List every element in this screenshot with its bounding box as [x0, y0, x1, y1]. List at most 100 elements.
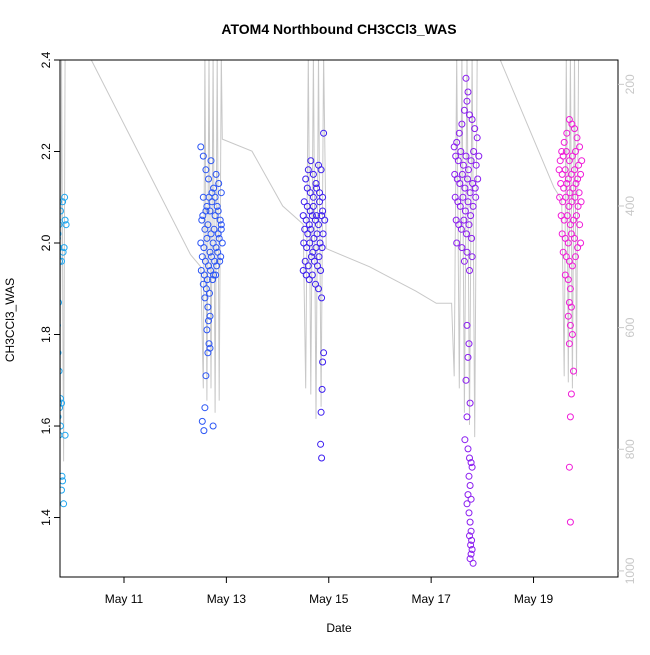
y2-tick-label: 200	[623, 74, 637, 94]
y2-tick-label: 600	[623, 317, 637, 337]
data-point	[217, 225, 225, 233]
data-point	[318, 244, 326, 252]
data-point	[60, 299, 62, 306]
data-point	[318, 294, 326, 302]
data-point	[453, 239, 461, 247]
data-point	[60, 257, 63, 265]
data-point	[468, 253, 476, 261]
data-point	[578, 157, 586, 165]
data-point	[468, 234, 476, 242]
data-point	[458, 120, 466, 128]
data-point	[308, 271, 316, 279]
data-point	[463, 321, 471, 329]
data-point	[562, 148, 570, 155]
data-point	[318, 385, 326, 393]
data-point	[469, 559, 477, 567]
data-point	[211, 193, 219, 201]
data-point	[213, 202, 221, 210]
data-point	[457, 148, 465, 155]
series-3	[299, 129, 329, 462]
axes-layer: 1.4 1.6 1.8 2.0 2.2 2.4 May 11 May 13 May 15 May …	[39, 51, 637, 606]
data-point	[464, 88, 472, 96]
data-point	[472, 161, 480, 169]
data-point	[456, 202, 464, 210]
data-point	[60, 268, 61, 273]
data-point	[468, 116, 476, 123]
data-point	[60, 414, 62, 420]
data-point	[473, 134, 481, 142]
data-point	[467, 541, 475, 549]
data-point	[205, 340, 213, 348]
data-point	[210, 225, 218, 233]
data-point	[200, 427, 208, 435]
data-point	[315, 221, 322, 229]
x-tick-label: May 15	[309, 592, 349, 606]
data-point	[53, 249, 59, 255]
data-point	[566, 321, 574, 329]
data-point	[463, 97, 471, 105]
data-point	[469, 202, 477, 210]
data-point	[464, 445, 472, 453]
data-point	[455, 129, 463, 137]
data-point	[572, 148, 579, 155]
data-point	[210, 271, 218, 279]
data-point	[567, 303, 575, 311]
data-point	[60, 431, 63, 439]
data-point	[558, 148, 566, 155]
data-point	[568, 262, 576, 270]
data-point	[318, 454, 326, 462]
x-axis-label: Date	[326, 621, 352, 635]
data-point	[205, 262, 212, 270]
data-point	[307, 157, 315, 165]
data-point	[60, 472, 66, 480]
data-point	[570, 367, 577, 375]
data-point	[573, 134, 581, 142]
data-point	[572, 180, 580, 187]
altitude-track-layer	[60, 60, 580, 462]
data-point	[217, 253, 225, 261]
y-tick-label: 1.8	[39, 326, 53, 343]
x-tick-label: May 11	[105, 592, 144, 606]
data-point	[60, 367, 63, 375]
data-point	[52, 263, 58, 269]
data-point	[204, 303, 212, 311]
series-2	[197, 143, 226, 435]
data-point	[571, 125, 578, 133]
data-point	[562, 193, 570, 201]
data-point	[60, 198, 62, 205]
data-point	[566, 518, 574, 526]
data-point	[60, 486, 65, 494]
data-point	[319, 230, 327, 238]
data-point	[198, 216, 206, 224]
data-point	[461, 436, 469, 444]
data-point	[313, 212, 320, 220]
data-point	[60, 399, 62, 407]
data-point	[202, 372, 210, 380]
data-point	[563, 212, 571, 220]
data-point	[453, 138, 461, 146]
data-point	[62, 221, 70, 229]
data-point	[312, 244, 320, 252]
data-point	[471, 184, 479, 192]
data-point	[60, 244, 68, 252]
series-4	[450, 74, 483, 567]
data-point	[577, 239, 585, 247]
data-point	[463, 500, 471, 508]
data-point	[573, 212, 580, 220]
data-point	[565, 299, 573, 306]
data-point	[471, 125, 479, 133]
data-point	[466, 399, 474, 407]
data-point	[456, 180, 464, 187]
data-point	[462, 152, 470, 160]
data-point	[217, 189, 225, 197]
data-point	[60, 349, 62, 356]
data-point	[576, 221, 584, 229]
data-point	[458, 244, 466, 252]
data-point	[60, 500, 68, 508]
data-point	[460, 257, 468, 265]
data-point	[566, 413, 574, 421]
data-point	[203, 234, 211, 242]
data-point	[462, 376, 470, 384]
data-point	[466, 189, 474, 197]
data-point	[561, 166, 569, 174]
